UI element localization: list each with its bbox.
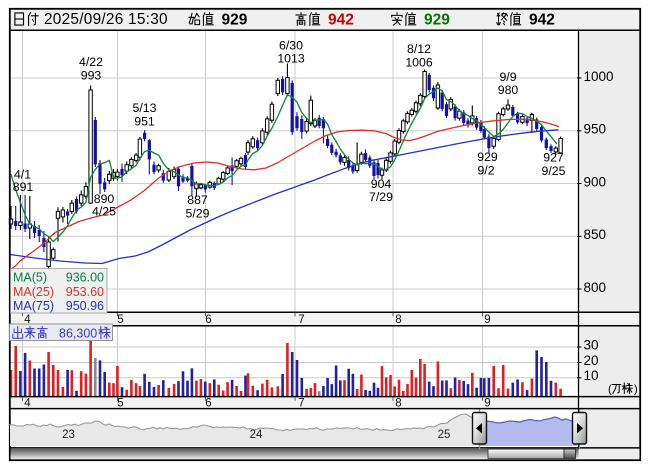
svg-text:86,300: 86,300 — [59, 326, 97, 340]
svg-text:887: 887 — [187, 193, 208, 207]
svg-text:MA(25): MA(25) — [13, 285, 54, 299]
svg-text:4: 4 — [24, 314, 31, 326]
svg-text:5: 5 — [117, 398, 123, 410]
svg-text:7: 7 — [298, 398, 304, 410]
svg-text:4/25: 4/25 — [92, 205, 116, 219]
svg-text:1006: 1006 — [405, 56, 433, 70]
svg-text:891: 891 — [13, 180, 34, 194]
svg-text:5/29: 5/29 — [186, 207, 210, 221]
svg-text:850: 850 — [584, 227, 607, 242]
svg-text:950.96: 950.96 — [66, 299, 104, 313]
svg-text:942: 942 — [529, 12, 555, 29]
svg-text:6/30: 6/30 — [279, 39, 303, 53]
svg-text:1013: 1013 — [277, 52, 305, 66]
svg-text:904: 904 — [371, 177, 392, 191]
svg-text:20: 20 — [584, 353, 599, 368]
svg-text:4/22: 4/22 — [79, 55, 103, 69]
svg-text:927: 927 — [543, 151, 564, 165]
svg-text:MA(5): MA(5) — [13, 271, 47, 285]
svg-text:1000: 1000 — [584, 69, 614, 84]
svg-text:7: 7 — [298, 314, 304, 326]
svg-text:9/25: 9/25 — [542, 164, 566, 178]
svg-text:9: 9 — [484, 314, 490, 326]
svg-text:900: 900 — [584, 174, 607, 189]
svg-text:MA(75): MA(75) — [13, 299, 54, 313]
svg-text:9/9: 9/9 — [499, 70, 516, 84]
svg-text:929: 929 — [222, 12, 248, 29]
svg-text:929: 929 — [424, 12, 450, 29]
svg-text:6: 6 — [205, 314, 211, 326]
svg-text:800: 800 — [584, 280, 607, 295]
svg-text:7/29: 7/29 — [369, 190, 393, 204]
svg-text:929: 929 — [477, 150, 498, 164]
svg-text:24: 24 — [250, 429, 263, 441]
svg-text:9: 9 — [484, 398, 490, 410]
svg-text:951: 951 — [134, 115, 155, 129]
svg-text:25: 25 — [438, 429, 451, 441]
svg-text:9/2: 9/2 — [477, 164, 494, 178]
svg-text:993: 993 — [81, 69, 102, 83]
svg-text:936.00: 936.00 — [66, 271, 104, 285]
svg-text:8: 8 — [395, 314, 401, 326]
svg-text:(: ( — [608, 384, 612, 396]
svg-text:953.60: 953.60 — [66, 285, 104, 299]
svg-text:6: 6 — [205, 398, 211, 410]
svg-text:5: 5 — [117, 314, 123, 326]
svg-text:980: 980 — [498, 83, 519, 97]
svg-text:4: 4 — [24, 398, 31, 410]
svg-text:): ) — [634, 384, 638, 396]
svg-text:4/1: 4/1 — [14, 168, 31, 182]
svg-text:2025/09/26 15:30: 2025/09/26 15:30 — [44, 11, 168, 28]
svg-text:942: 942 — [328, 12, 354, 29]
svg-text:30: 30 — [584, 337, 599, 352]
svg-text:10: 10 — [584, 368, 599, 383]
svg-text:8/12: 8/12 — [407, 42, 431, 56]
svg-text:23: 23 — [62, 429, 75, 441]
svg-text:950: 950 — [584, 122, 607, 137]
svg-text:890: 890 — [94, 192, 115, 206]
svg-text:8: 8 — [395, 398, 401, 410]
svg-text:5/13: 5/13 — [133, 101, 157, 115]
